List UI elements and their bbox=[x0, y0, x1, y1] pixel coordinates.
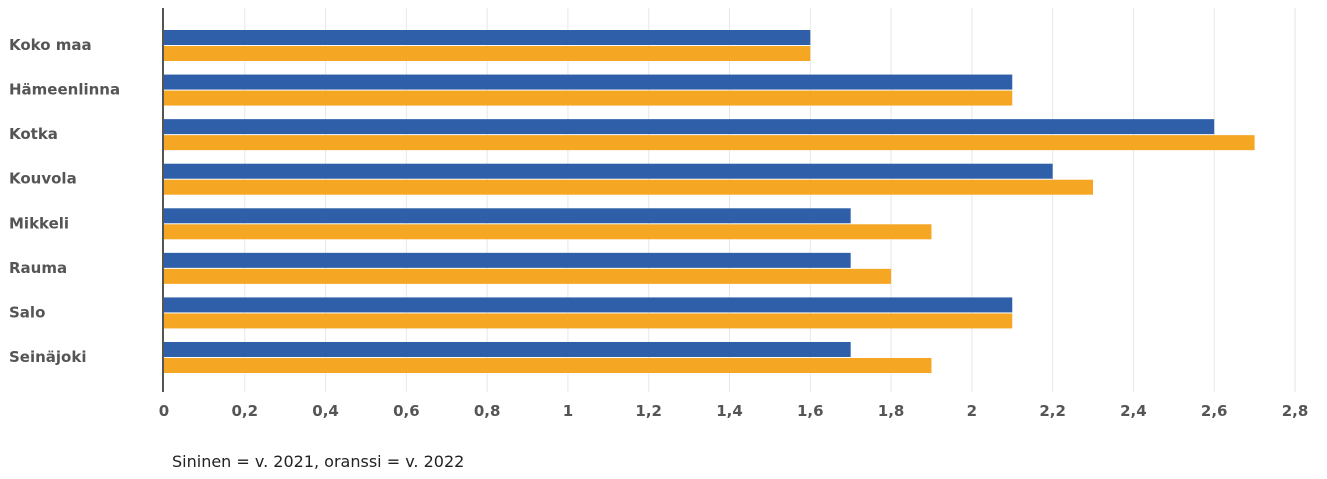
category-label: Hämeenlinna bbox=[9, 81, 120, 99]
x-tick-label: 0,8 bbox=[474, 402, 501, 420]
category-label: Koko maa bbox=[9, 36, 92, 54]
x-tick-label: 1,8 bbox=[878, 402, 905, 420]
x-tick-labels: 0 0,2 0,4 0,6 0,8 1 1,2 1,4 1,6 1,8 2 2,2 2,4 2,6 2,8 bbox=[159, 402, 1309, 420]
bar-series1 bbox=[164, 252, 851, 268]
x-tick-label: 2,6 bbox=[1201, 402, 1228, 420]
category-label: Seinäjoki bbox=[9, 348, 86, 366]
bar-series2 bbox=[164, 90, 1013, 106]
category-labels: Koko maa Hämeenlinna Kotka Kouvola Mikkeli Ra… bbox=[9, 36, 120, 366]
category-label: Kouvola bbox=[9, 170, 77, 188]
x-tick-label: 0 bbox=[159, 402, 169, 420]
bar-series2 bbox=[164, 313, 1013, 329]
x-tick-label: 1 bbox=[563, 402, 573, 420]
bar-series2 bbox=[164, 357, 932, 373]
x-tick-label: 0,6 bbox=[393, 402, 420, 420]
bar-series1 bbox=[164, 119, 1215, 135]
legend-caption: Sininen = v. 2021, oranssi = v. 2022 bbox=[172, 452, 465, 471]
category-label: Rauma bbox=[9, 259, 67, 277]
category-label: Mikkeli bbox=[9, 214, 69, 232]
x-tick-label: 2,2 bbox=[1039, 402, 1066, 420]
x-tick-label: 2,4 bbox=[1120, 402, 1147, 420]
bar-series1 bbox=[164, 297, 1013, 313]
grid-lines bbox=[244, 8, 1296, 392]
category-label: Salo bbox=[9, 303, 45, 321]
x-tick-label: 1,2 bbox=[635, 402, 662, 420]
bar-series2 bbox=[164, 135, 1255, 151]
bars bbox=[164, 30, 1255, 373]
bar-series1 bbox=[164, 74, 1013, 90]
bar-series1 bbox=[164, 208, 851, 224]
x-tick-label: 2,8 bbox=[1282, 402, 1309, 420]
x-tick-label: 1,4 bbox=[716, 402, 743, 420]
bar-series2 bbox=[164, 224, 932, 240]
bar-series1 bbox=[164, 30, 811, 45]
x-tick-label: 2 bbox=[967, 402, 977, 420]
bar-series2 bbox=[164, 46, 811, 61]
bar-series2 bbox=[164, 179, 1094, 195]
bar-series2 bbox=[164, 268, 892, 284]
x-tick-label: 0,4 bbox=[312, 402, 339, 420]
bar-series1 bbox=[164, 341, 851, 357]
category-label: Kotka bbox=[9, 125, 58, 143]
x-tick-label: 0,2 bbox=[231, 402, 258, 420]
bar-series1 bbox=[164, 163, 1053, 179]
x-tick-label: 1,6 bbox=[797, 402, 824, 420]
